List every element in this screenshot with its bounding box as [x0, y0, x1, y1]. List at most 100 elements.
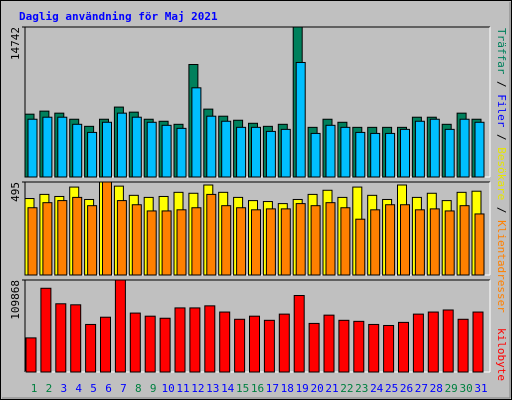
bar [429, 118, 440, 178]
bar [146, 121, 157, 178]
x-tick-label: 23 [355, 382, 368, 395]
bar [25, 337, 37, 373]
legend-separator: / [495, 81, 508, 88]
bar [57, 116, 68, 178]
bar [280, 128, 291, 178]
bar [57, 200, 68, 276]
bar [444, 128, 455, 178]
bar [206, 115, 217, 178]
bar [161, 210, 172, 276]
bar [398, 321, 409, 373]
x-tick-label: 29 [445, 382, 458, 395]
bar [265, 208, 276, 276]
legend: Träffar / Filer / Besökare / Klientadres… [495, 28, 508, 319]
bar [323, 314, 335, 373]
x-tick-label: 20 [310, 382, 323, 395]
bar [265, 130, 276, 178]
bar [383, 324, 395, 373]
bar [340, 126, 351, 178]
bar [144, 315, 156, 373]
bar [161, 124, 172, 178]
bar [102, 181, 112, 276]
x-tick-label: 22 [340, 382, 353, 395]
bar [116, 200, 127, 276]
legend-space [495, 213, 508, 220]
bar [355, 218, 366, 276]
bar [219, 311, 231, 373]
legend-space [495, 74, 508, 81]
x-tick-label: 28 [430, 382, 443, 395]
bar [191, 207, 202, 276]
bar [204, 305, 216, 373]
bar [114, 279, 126, 373]
x-tick-label: 18 [281, 382, 294, 395]
bar [72, 196, 83, 276]
bar [295, 61, 306, 178]
x-tick-label: 17 [266, 382, 279, 395]
x-tick-label: 31 [474, 382, 487, 395]
legend-entry: kilobyte [495, 328, 508, 381]
x-tick-label: 7 [120, 382, 127, 395]
bar [385, 132, 396, 178]
x-tick-label: 4 [75, 382, 82, 395]
bar [85, 323, 97, 373]
x-tick-label: 3 [60, 382, 67, 395]
bar [251, 209, 261, 276]
x-tick-label: 30 [459, 382, 472, 395]
x-tick-label: 2 [46, 382, 53, 395]
legend-entry: Besökare [495, 147, 508, 200]
legend-space [495, 88, 508, 95]
bar [368, 323, 380, 373]
bar [325, 202, 336, 276]
bar [249, 315, 260, 373]
bar [87, 131, 98, 178]
bar [40, 287, 52, 373]
bar [293, 295, 305, 373]
bar [385, 204, 396, 276]
bar [325, 124, 336, 178]
legend-separator: / [495, 134, 508, 141]
bar [400, 128, 410, 178]
bar [70, 304, 82, 373]
bar [116, 112, 127, 178]
bar [100, 316, 111, 373]
x-tick-label: 9 [150, 382, 157, 395]
legend-space [495, 127, 508, 134]
bar [42, 116, 53, 178]
x-tick-label: 25 [385, 382, 398, 395]
bar [221, 205, 232, 276]
x-tick-label: 21 [325, 382, 338, 395]
x-tick-label: 16 [251, 382, 264, 395]
y-tick-label: 14742 [9, 27, 22, 60]
x-tick-label: 15 [236, 382, 249, 395]
bar [189, 307, 201, 373]
x-tick-label: 26 [400, 382, 413, 395]
legend-entry: Klientadresser [495, 220, 508, 313]
legend-space [495, 200, 508, 207]
x-tick-label: 5 [90, 382, 97, 395]
bar [129, 312, 141, 373]
x-tick-label: 11 [176, 382, 189, 395]
bar [131, 116, 142, 178]
x-tick-label: 19 [296, 382, 309, 395]
bar [221, 120, 232, 178]
bar [353, 320, 365, 373]
bar [236, 207, 247, 276]
bar [370, 132, 381, 178]
bar [234, 318, 246, 373]
bar [310, 205, 321, 276]
legend-space [495, 313, 508, 320]
bar [27, 207, 38, 276]
bar [176, 209, 187, 276]
legend-entry: Filer [495, 94, 508, 127]
chart-title: Daglig användning för Maj 2021 [19, 10, 218, 23]
y-tick-label: 495 [9, 182, 22, 202]
x-tick-label: 14 [221, 382, 235, 395]
bar [146, 210, 157, 276]
x-tick-label: 27 [415, 382, 428, 395]
bar [174, 307, 186, 373]
bar [370, 209, 381, 276]
x-tick-label: 24 [370, 382, 384, 395]
bar [457, 318, 469, 373]
x-tick-label: 1 [31, 382, 38, 395]
